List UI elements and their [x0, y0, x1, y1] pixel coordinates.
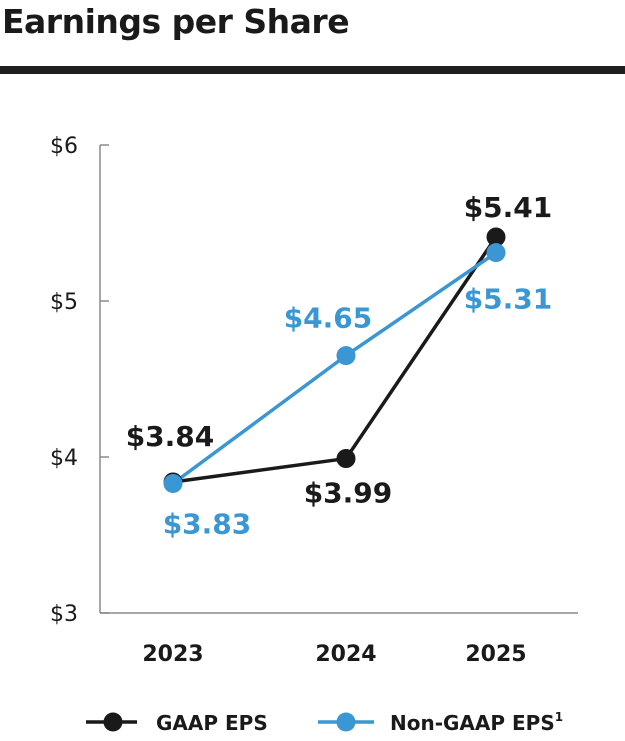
- title-divider: [0, 66, 625, 74]
- data-label-non-gaap: $5.31: [464, 283, 553, 316]
- data-label-gaap: $3.84: [126, 420, 215, 453]
- data-label-gaap: $3.99: [304, 477, 393, 510]
- data-point-gaap: [336, 449, 356, 469]
- data-label-non-gaap: $3.83: [163, 508, 252, 541]
- data-point-non-gaap: [486, 243, 506, 263]
- data-point-non-gaap: [336, 346, 356, 366]
- series-line-non-gaap: [171, 251, 497, 485]
- data-labels: $3.84 $3.99 $5.41 $3.83 $4.65 $5.31: [126, 191, 553, 540]
- series-points: [163, 227, 506, 494]
- legend-marker-gaap: [103, 712, 123, 732]
- x-tick-label: 2024: [315, 642, 376, 667]
- series-line-gaap: [172, 236, 498, 484]
- data-label-gaap: $5.41: [464, 191, 553, 224]
- series-lines: [171, 236, 498, 485]
- legend-label-non-gaap: Non-GAAP EPS1: [390, 710, 563, 735]
- x-tick-label: 2025: [465, 642, 526, 667]
- legend-label-gaap: GAAP EPS: [156, 711, 268, 735]
- axes: $3 $4 $5 $6 2023 2024 2025: [50, 134, 578, 667]
- data-point-non-gaap: [163, 474, 183, 494]
- chart-title: Earnings per Share: [2, 2, 350, 41]
- legend-footnote-marker: 1: [555, 710, 563, 724]
- y-tick-label: $6: [50, 134, 78, 159]
- legend: GAAP EPS Non-GAAP EPS1: [86, 710, 563, 735]
- data-label-non-gaap: $4.65: [284, 302, 373, 335]
- legend-marker-non-gaap: [336, 712, 356, 732]
- x-tick-label: 2023: [142, 642, 203, 667]
- y-tick-label: $4: [50, 446, 78, 471]
- y-tick-label: $5: [50, 290, 78, 315]
- y-tick-label: $3: [50, 602, 78, 627]
- data-point-gaap: [486, 227, 506, 247]
